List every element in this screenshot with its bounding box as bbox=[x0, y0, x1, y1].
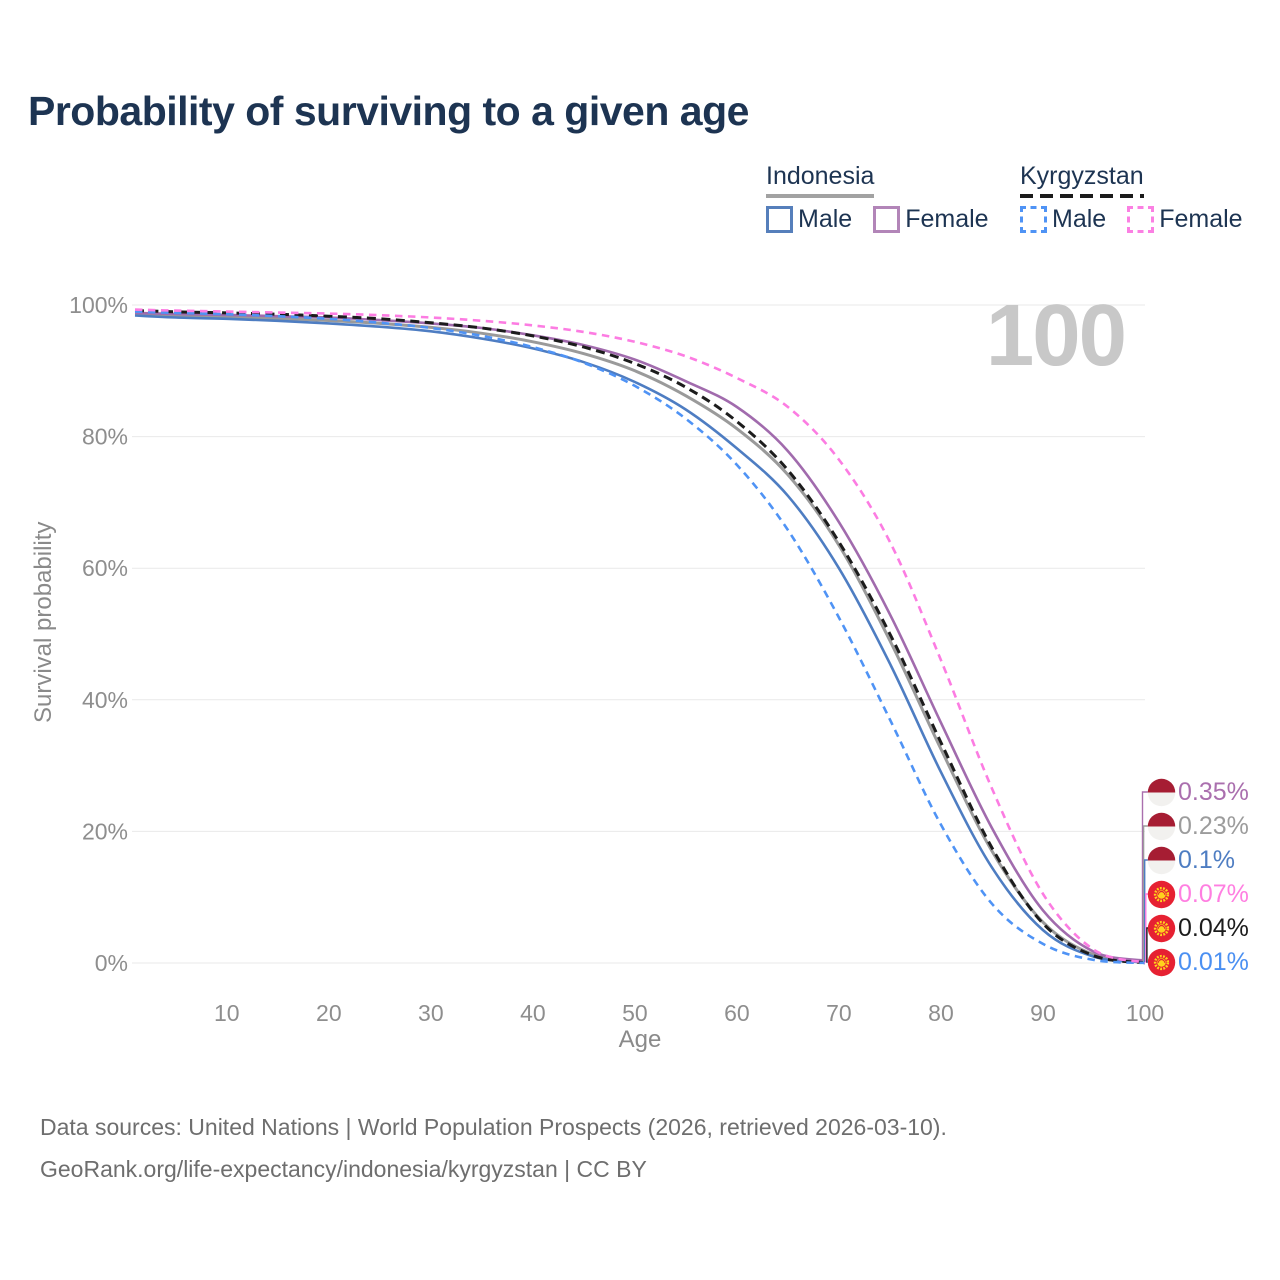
legend-group-kyrgyzstan: Kyrgyzstan Male Female bbox=[1020, 162, 1243, 234]
y-tick-label: 40% bbox=[82, 687, 128, 713]
legend-swatch-indonesia-female[interactable] bbox=[873, 206, 901, 233]
x-axis-title: Age bbox=[618, 1026, 662, 1053]
kyrgyzstan-flag-icon bbox=[1147, 914, 1176, 942]
x-tick-label: 80 bbox=[928, 1000, 954, 1026]
legend-item-kyrgyzstan-female[interactable]: Female bbox=[1159, 205, 1243, 233]
legend-country-indonesia: Indonesia bbox=[766, 162, 875, 198]
curve-kyrgyzstan-female[interactable] bbox=[134, 308, 1146, 964]
end-label-kyrgyzstan-female: 0.07% bbox=[1147, 879, 1249, 909]
x-tick-label: 100 bbox=[1126, 1000, 1164, 1026]
indonesia-flag-icon bbox=[1147, 778, 1176, 806]
curve-kyrgyzstan-both[interactable] bbox=[134, 309, 1146, 965]
legend-swatch-kyrgyzstan-male[interactable] bbox=[1020, 206, 1047, 233]
legend-swatch-kyrgyzstan-female[interactable] bbox=[1127, 206, 1155, 233]
x-tick-label: 60 bbox=[724, 1000, 750, 1026]
page-title: Probability of surviving to a given age bbox=[28, 88, 749, 134]
curve-indonesia-female[interactable] bbox=[134, 311, 1146, 962]
end-label-value: 0.04% bbox=[1178, 913, 1249, 942]
curve-indonesia-male[interactable] bbox=[134, 314, 1146, 964]
legend-line-sample-indonesia bbox=[766, 194, 875, 198]
end-label-indonesia-male: 0.1% bbox=[1147, 845, 1235, 875]
x-tick-label: 90 bbox=[1030, 1000, 1056, 1026]
end-label-value: 0.1% bbox=[1178, 845, 1235, 874]
legend-line-sample-kyrgyzstan bbox=[1020, 194, 1144, 198]
x-tick-label: 20 bbox=[316, 1000, 342, 1026]
x-tick-label: 10 bbox=[214, 1000, 240, 1026]
end-label-kyrgyzstan-both: 0.04% bbox=[1147, 913, 1249, 943]
y-axis-title: Survival probability bbox=[30, 521, 57, 724]
y-tick-label: 60% bbox=[82, 555, 128, 581]
end-label-value: 0.23% bbox=[1178, 811, 1249, 840]
y-tick-label: 0% bbox=[95, 950, 128, 976]
curve-indonesia-both[interactable] bbox=[134, 312, 1146, 963]
legend-group-indonesia: Indonesia Male Female bbox=[766, 162, 989, 234]
footer-attribution: GeoRank.org/life-expectancy/indonesia/ky… bbox=[40, 1156, 647, 1182]
legend-swatch-indonesia-male[interactable] bbox=[766, 206, 793, 233]
indonesia-flag-icon bbox=[1147, 846, 1176, 874]
x-tick-label: 30 bbox=[418, 1000, 444, 1026]
legend-item-kyrgyzstan-male[interactable]: Male bbox=[1052, 205, 1107, 233]
y-tick-label: 20% bbox=[82, 818, 128, 844]
y-tick-label: 80% bbox=[82, 424, 128, 450]
end-label-indonesia-both: 0.23% bbox=[1147, 811, 1249, 841]
curve-kyrgyzstan-male[interactable] bbox=[134, 310, 1146, 965]
hover-age-indicator: 100 bbox=[985, 287, 1127, 384]
legend-item-indonesia-female[interactable]: Female bbox=[905, 205, 989, 233]
kyrgyzstan-flag-icon bbox=[1147, 948, 1176, 976]
end-label-value: 0.07% bbox=[1178, 879, 1249, 908]
end-label-value: 0.35% bbox=[1178, 777, 1249, 806]
y-tick-label: 100% bbox=[69, 292, 128, 318]
footer: Data sources: United Nations | World Pop… bbox=[40, 1106, 947, 1190]
legend-item-indonesia-male[interactable]: Male bbox=[798, 205, 853, 233]
x-tick-label: 70 bbox=[826, 1000, 852, 1026]
end-label-kyrgyzstan-male: 0.01% bbox=[1147, 947, 1249, 977]
x-tick-label: 50 bbox=[622, 1000, 648, 1026]
x-tick-label: 40 bbox=[520, 1000, 546, 1026]
footer-data-sources: Data sources: United Nations | World Pop… bbox=[40, 1114, 947, 1140]
end-label-indonesia-female: 0.35% bbox=[1147, 777, 1249, 807]
indonesia-flag-icon bbox=[1147, 812, 1176, 840]
kyrgyzstan-flag-icon bbox=[1147, 880, 1176, 908]
end-label-value: 0.01% bbox=[1178, 947, 1249, 976]
legend-country-kyrgyzstan: Kyrgyzstan bbox=[1020, 162, 1144, 198]
